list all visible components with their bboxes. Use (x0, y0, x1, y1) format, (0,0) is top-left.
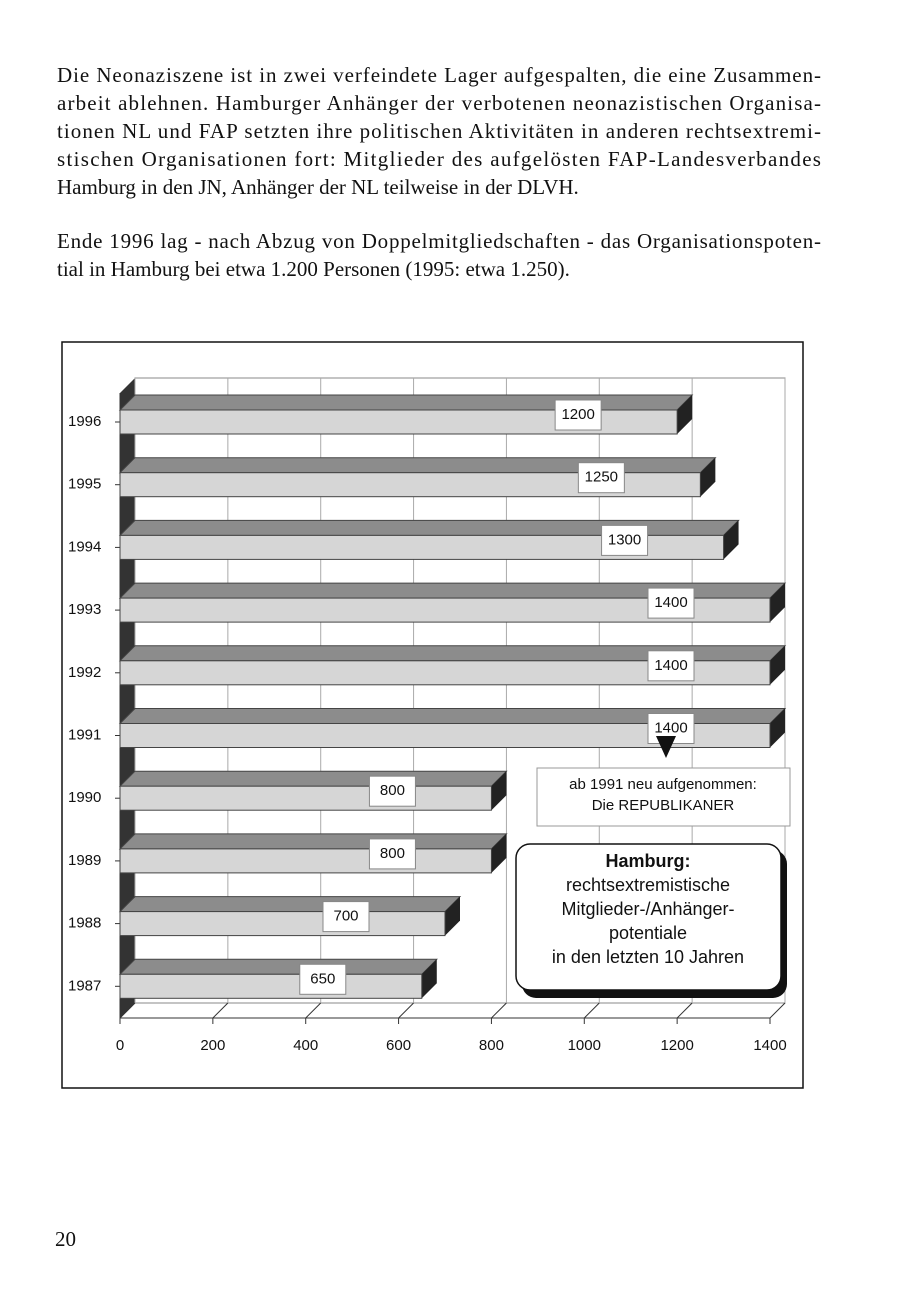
bar-top (118, 958, 438, 975)
title-box (515, 843, 782, 991)
bar-top (118, 770, 508, 787)
value-label-box (647, 650, 695, 682)
y-tick-label: 1987 (68, 977, 101, 994)
arrow (656, 736, 676, 758)
bar-top (118, 457, 717, 474)
annotation: Die REPUBLIKANER (592, 797, 735, 814)
floor-line (119, 1002, 136, 1019)
bar (119, 848, 492, 874)
text-line: Hamburg in den JN, Anhänger der NL teilw… (57, 175, 579, 199)
text-line: arbeit ablehnen. Hamburger Anhänger der … (57, 91, 821, 115)
floor-line (398, 1002, 414, 1019)
x-tick-label: 600 (386, 1037, 411, 1054)
x-tick-label: 1000 (568, 1037, 601, 1054)
y-tick-label: 1993 (68, 601, 101, 618)
bar (119, 785, 492, 811)
annotation: ab 1991 neu aufgenommen: (569, 776, 757, 793)
value-label: 700 (333, 908, 358, 925)
text-line: tionen NL und FAP setzten ihre politisch… (57, 119, 821, 143)
floor-line (212, 1002, 229, 1019)
bar-end (421, 959, 437, 999)
title-heading: Hamburg: (606, 851, 691, 871)
title-line: Mitglieder-/Anhänger- (561, 899, 734, 919)
x-tick-label: 0 (116, 1037, 124, 1054)
bar-top (118, 896, 462, 913)
bar-top (118, 833, 508, 850)
value-label-box (554, 399, 602, 431)
value-label: 800 (380, 845, 405, 862)
title-line: in den letzten 10 Jahren (552, 947, 744, 967)
bar (119, 911, 446, 937)
bar-end (723, 520, 739, 560)
title-line: rechtsextremistische (566, 875, 730, 895)
floor-line (491, 1002, 507, 1019)
floor-line (769, 1002, 786, 1019)
y-tick-label: 1988 (68, 915, 101, 932)
value-label: 1200 (561, 406, 594, 423)
value-label: 1400 (654, 657, 687, 674)
value-label-box (577, 462, 625, 494)
x-tick-label: 1200 (660, 1037, 693, 1054)
bar-end (445, 896, 460, 936)
bar-end (491, 833, 507, 873)
value-label: 1250 (585, 469, 618, 486)
bar-end (491, 771, 507, 811)
page-number: 20 (55, 1227, 76, 1251)
text-line: Die Neonaziszene ist in zwei verfeindete… (57, 63, 821, 87)
value-label: 1400 (654, 719, 687, 736)
y-tick-label: 1994 (68, 538, 101, 555)
value-label-box (368, 838, 416, 870)
floor-line (676, 1002, 693, 1019)
y-tick-label: 1995 (68, 476, 101, 493)
chart-frame (61, 341, 804, 1089)
y-tick-label: 1989 (68, 852, 101, 869)
value-label-box (322, 901, 370, 933)
annotation-box (536, 767, 791, 827)
value-label-box (368, 775, 416, 807)
x-tick-label: 1400 (753, 1037, 786, 1054)
bar-top (118, 394, 694, 411)
text-line: tial in Hamburg bei etwa 1.200 Personen … (57, 257, 570, 281)
floor-line (305, 1002, 322, 1019)
value-label: 800 (380, 782, 405, 799)
floor-line (583, 1002, 600, 1019)
value-label: 1300 (608, 531, 641, 548)
bar (119, 973, 423, 999)
value-label-box (601, 524, 649, 556)
y-tick-label: 1992 (68, 664, 101, 681)
bar-end (770, 708, 785, 748)
value-label-box (647, 587, 695, 619)
text-line: stischen Organisationen fort: Mitglieder… (57, 147, 821, 171)
x-tick-label: 800 (479, 1037, 504, 1054)
value-label: 650 (310, 970, 335, 987)
y-tick-label: 1996 (68, 413, 101, 430)
y-tick-label: 1991 (68, 726, 101, 743)
bar-end (770, 645, 785, 685)
bar-end (700, 457, 716, 497)
title-line: potentiale (609, 923, 687, 943)
text-line: Ende 1996 lag - nach Abzug von Doppelmit… (57, 229, 821, 253)
bar-end (770, 583, 785, 623)
value-label-box (299, 963, 347, 995)
x-tick-label: 400 (293, 1037, 318, 1054)
bar-end (677, 395, 693, 434)
value-label: 1400 (654, 594, 687, 611)
x-tick-label: 200 (200, 1037, 225, 1054)
y-tick-label: 1990 (68, 789, 101, 806)
